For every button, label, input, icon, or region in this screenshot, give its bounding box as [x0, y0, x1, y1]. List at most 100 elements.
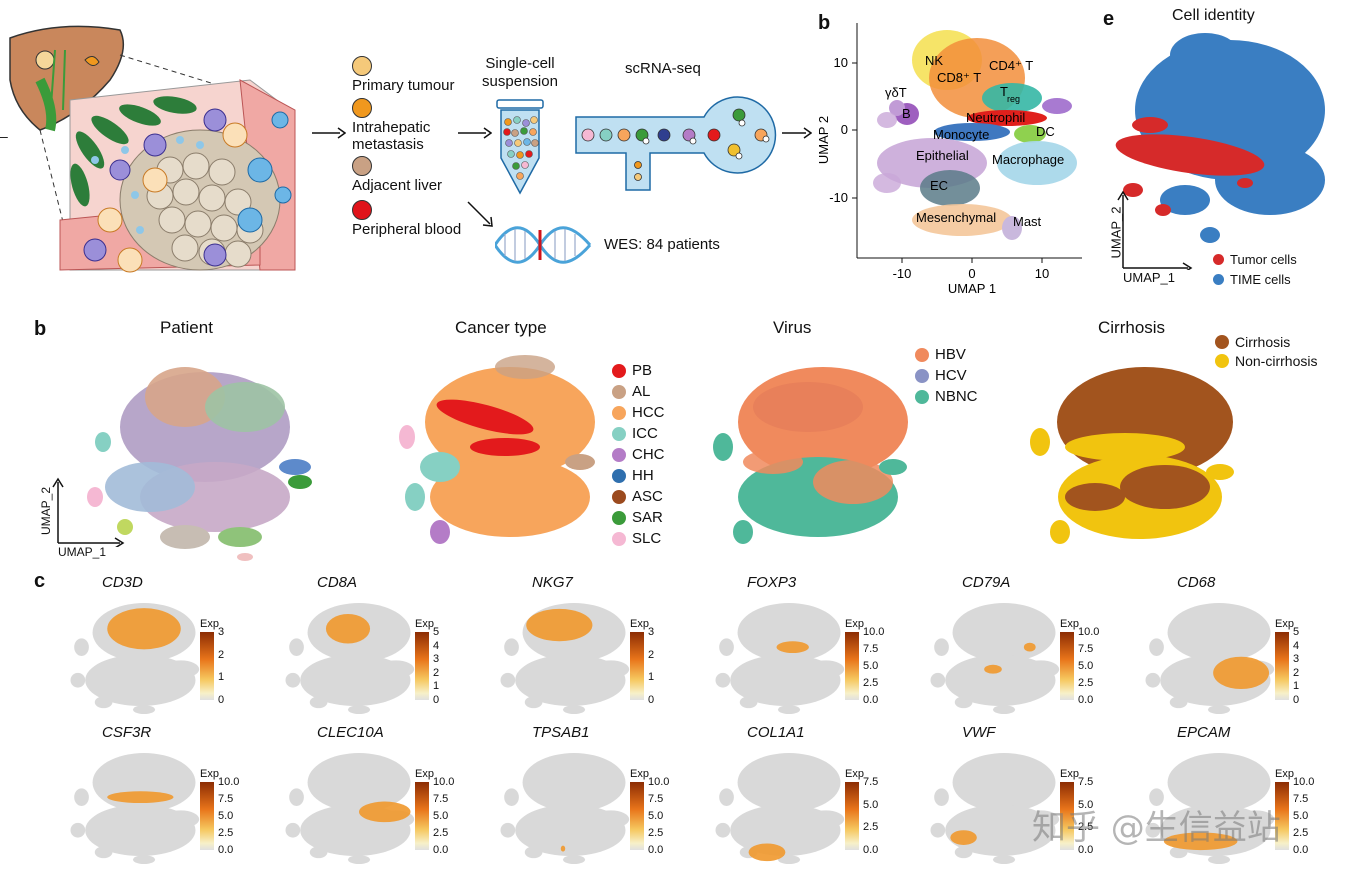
sar-swatch — [612, 510, 626, 525]
colorbar-tick: 7.5 — [433, 793, 449, 805]
arrow-to-wes — [467, 201, 493, 227]
colorbar-tick: 4 — [433, 639, 440, 652]
gene-umap — [930, 603, 1060, 715]
legend-al: AL — [612, 381, 665, 402]
hbv-swatch — [915, 347, 929, 362]
y-axis-label: UMAP 2 — [816, 116, 831, 164]
label-epithelial: Epithelial — [916, 148, 969, 163]
gene-umap — [1145, 753, 1275, 865]
gene-umap — [500, 753, 630, 865]
label-nk: NK — [925, 53, 943, 68]
gene-panel-clec10a: CLEC10A Exp 10.0 7.5 5.0 2.5 0.0 — [273, 718, 483, 868]
label-b: B — [902, 106, 911, 121]
watermark: 知乎 @生信益站 — [1032, 808, 1281, 848]
colorbar-tick: 0.0 — [1078, 844, 1094, 856]
exp-label: Exp — [630, 618, 649, 630]
asc-swatch — [612, 489, 626, 504]
colorbar-tick: 7.5 — [1293, 793, 1309, 805]
arrow-to-legend — [312, 127, 346, 139]
test-tube-icon — [496, 99, 544, 195]
legend-nbnc: NBNC — [915, 386, 978, 407]
colorbar-tick: 10.0 — [218, 776, 240, 788]
gene-panel-vwf: VWF Exp 7.5 5.0 2.5 0.0 — [918, 718, 1128, 868]
cell-identity-umap — [1115, 33, 1325, 243]
colorbar-tick: 0.0 — [863, 844, 879, 856]
gene-name: FOXP3 — [747, 574, 797, 591]
panel-b-middle: b Patient UMAP_2 UMAP_1 Cancer type — [0, 312, 1357, 567]
legend-pb: PB — [612, 360, 665, 381]
e-xlabel: UMAP_1 — [1123, 270, 1176, 285]
colorbar-tick: 1 — [433, 680, 440, 693]
legend-slc: SLC — [612, 528, 665, 549]
exp-label: Exp — [1060, 768, 1079, 780]
colorbar-tick: 4 — [1293, 639, 1300, 652]
umap-axis-arrows-b — [52, 477, 125, 547]
gene-umap — [285, 753, 415, 865]
cancer-type-legend: PB AL HCC ICC CHC HH ASC SAR SLC — [612, 360, 665, 549]
exp-label: Exp — [200, 768, 219, 780]
arrow-to-umap — [782, 127, 812, 139]
primary-tumour-swatch — [352, 56, 372, 76]
gene-umap — [930, 753, 1060, 865]
legend-chc: CHC — [612, 444, 665, 465]
exp-label: Exp — [845, 768, 864, 780]
legend-hcc: HCC — [612, 402, 665, 423]
patient-title: Patient — [160, 318, 213, 337]
colorbar-tick: 0.0 — [863, 694, 879, 706]
colorbar-tick: 5.0 — [433, 810, 449, 822]
legend-intrahepatic-metastasis: Intrahepatic metastasis — [352, 98, 492, 156]
colorbar — [415, 782, 429, 850]
exp-label: Exp — [845, 618, 864, 630]
virus-legend: HBV HCV NBNC — [915, 344, 978, 407]
panel-c: c CD3D Exp 3 2 1 0 CD8A Exp 5 4 3 2 1 0 NKG7 Exp 3 2 1 0 FOX… — [0, 568, 1357, 877]
expression-hotspot — [1023, 642, 1036, 652]
colorbar-tick: 5.0 — [863, 798, 879, 811]
label-ec: EC — [930, 178, 948, 193]
label-mesenchymal: Mesenchymal — [916, 210, 996, 225]
gene-panel-nkg7: NKG7 Exp 3 2 1 0 — [488, 568, 698, 718]
cancer-type-title: Cancer type — [455, 318, 547, 337]
colorbar-tick: 1 — [218, 671, 225, 684]
legend-non-cirrhosis: Non-cirrhosis — [1215, 351, 1317, 370]
cancer-type-umap — [399, 355, 595, 544]
pb-swatch — [612, 363, 626, 378]
expression-hotspot — [526, 608, 593, 642]
colorbar-tick: 0 — [1293, 694, 1300, 706]
legend-sar: SAR — [612, 507, 665, 528]
colorbar-tick: 7.5 — [648, 793, 664, 805]
gene-panel-tpsab1: TPSAB1 Exp 10.0 7.5 5.0 2.5 0.0 — [488, 718, 698, 868]
colorbar-tick: 3 — [1293, 653, 1300, 666]
cirrhosis-swatch — [1215, 334, 1229, 349]
non-cirrhosis-swatch — [1215, 353, 1229, 368]
sample-type-legend: Primary tumour Intrahepatic metastasis A… — [352, 56, 492, 240]
ytick-neg10: -10 — [829, 190, 848, 205]
colorbar — [200, 782, 214, 850]
gene-name: CD8A — [317, 574, 358, 591]
colorbar-tick: 5 — [433, 626, 440, 638]
colorbar-tick: 1 — [648, 671, 655, 684]
patient-umap — [87, 367, 312, 561]
colorbar-tick: 0 — [648, 694, 655, 706]
legend-primary-tumour: Primary tumour — [352, 56, 492, 96]
gene-umap — [285, 603, 415, 715]
exp-label: Exp — [1275, 768, 1294, 780]
colorbar-tick: 10.0 — [648, 776, 670, 788]
colorbar-tick: 5 — [1293, 626, 1300, 638]
edge-arrow-left: – — [0, 128, 8, 144]
colorbar-tick: 10.0 — [863, 626, 885, 638]
label-monocyte: Monocyte — [933, 127, 989, 142]
expression-hotspot — [1163, 832, 1238, 851]
gene-umap — [715, 753, 845, 865]
colorbar-tick: 2 — [218, 648, 225, 661]
label-macrophage: Macrophage — [992, 152, 1064, 167]
colorbar — [200, 632, 214, 700]
metastasis-swatch — [352, 98, 372, 118]
gene-name: VWF — [962, 724, 996, 741]
label-cd8t: CD8⁺ T — [937, 70, 981, 85]
dna-helix-icon — [495, 226, 592, 264]
colorbar-tick: 7.5 — [1078, 776, 1094, 788]
colorbar-tick: 2.5 — [648, 827, 664, 839]
colorbar — [415, 632, 429, 700]
label-neutrophil: Neutrophil — [966, 110, 1025, 125]
hcc-swatch — [612, 405, 626, 420]
